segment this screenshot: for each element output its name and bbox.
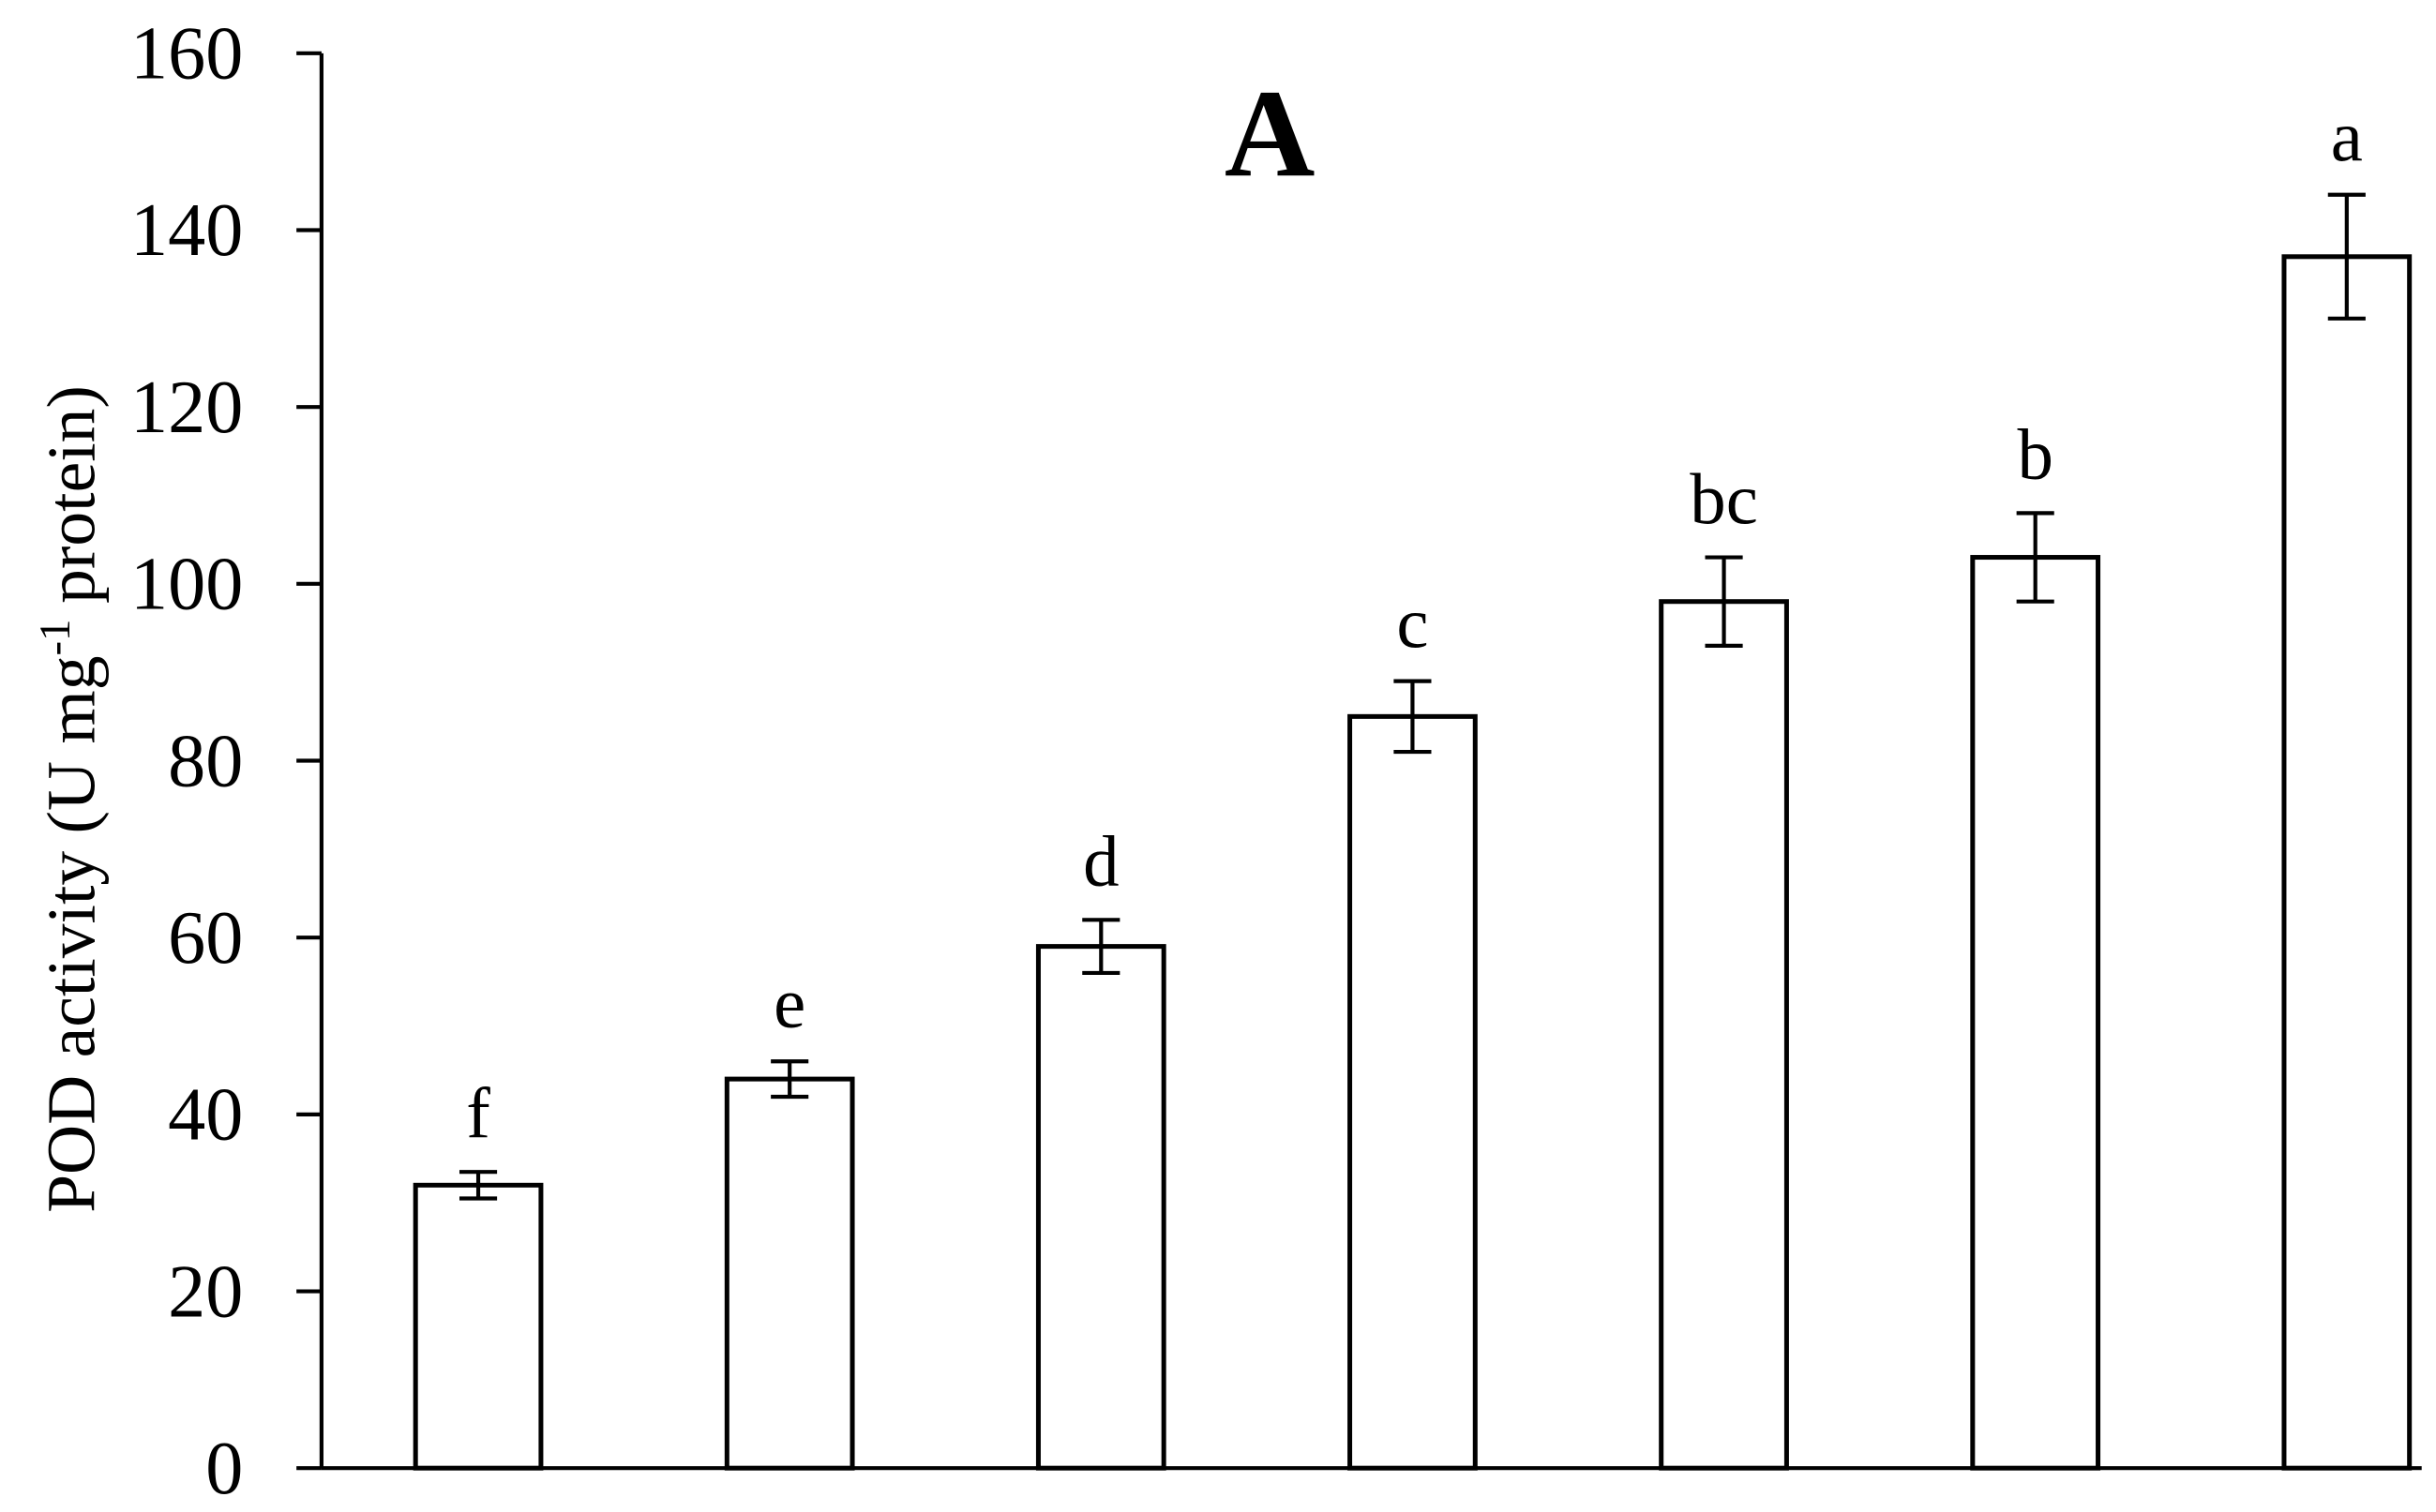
significance-label: d bbox=[1083, 821, 1119, 902]
y-tick-label: 40 bbox=[168, 1074, 243, 1157]
chart-title: A bbox=[1225, 64, 1316, 202]
significance-label: a bbox=[2331, 96, 2363, 176]
y-tick-label: 160 bbox=[130, 13, 243, 96]
y-tick-label: 120 bbox=[130, 367, 243, 449]
y-tick-label: 20 bbox=[168, 1250, 243, 1333]
significance-label: e bbox=[774, 962, 805, 1042]
y-axis-label-text: protein) bbox=[33, 385, 110, 604]
bar bbox=[724, 1076, 855, 1471]
y-tick-label: 60 bbox=[168, 897, 243, 980]
bar bbox=[1659, 599, 1789, 1471]
significance-label: b bbox=[2017, 414, 2053, 495]
y-tick-label: 140 bbox=[130, 189, 243, 272]
bar bbox=[1035, 944, 1166, 1471]
y-tick-label: 100 bbox=[130, 544, 243, 626]
y-tick-label: 80 bbox=[168, 720, 243, 802]
bar bbox=[1970, 555, 2101, 1471]
y-axis-label-sup: -1 bbox=[31, 620, 80, 656]
significance-label: f bbox=[466, 1072, 490, 1153]
y-axis-label: POD activity (U mg-1 protein) bbox=[31, 385, 110, 1213]
bar bbox=[2281, 254, 2413, 1471]
significance-label: c bbox=[1396, 582, 1428, 663]
y-axis-label-text: POD activity (U mg bbox=[33, 656, 110, 1213]
significance-label: bc bbox=[1690, 458, 1758, 539]
bar bbox=[413, 1182, 544, 1471]
bar bbox=[1347, 713, 1478, 1471]
y-tick-label: 0 bbox=[205, 1428, 243, 1510]
